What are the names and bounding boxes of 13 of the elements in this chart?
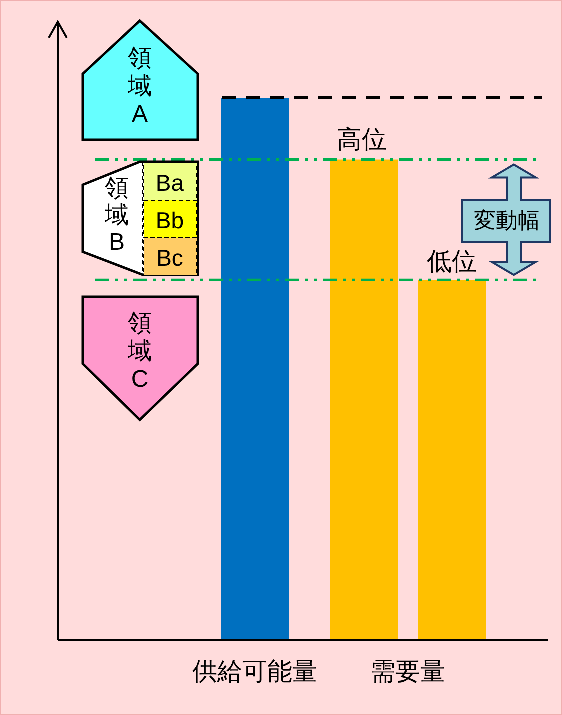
category: 需要量 (370, 658, 446, 686)
annotation: 変動幅 (474, 208, 540, 233)
annotation: Ba (156, 170, 184, 196)
region-c: 領域C (82, 296, 200, 422)
region-a: 領域A (82, 19, 200, 142)
category: 供給可能量 (192, 658, 318, 686)
annotation: 領域A (127, 45, 152, 128)
annotation: Bb (156, 208, 184, 234)
annotation: 領域B (104, 175, 129, 256)
annotation: 高位 (337, 126, 387, 154)
annotation: 領域C (127, 310, 152, 393)
annotation: 低位 (427, 248, 477, 276)
annotation: Bc (156, 245, 184, 271)
